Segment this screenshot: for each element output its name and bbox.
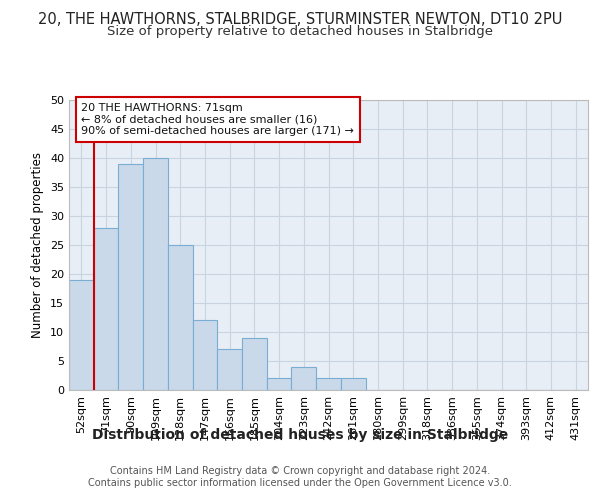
Bar xyxy=(292,367,316,390)
Y-axis label: Number of detached properties: Number of detached properties xyxy=(31,152,44,338)
Bar xyxy=(242,338,267,390)
Bar xyxy=(69,280,94,390)
Bar xyxy=(94,228,118,390)
Bar xyxy=(118,164,143,390)
Text: 20 THE HAWTHORNS: 71sqm
← 8% of detached houses are smaller (16)
90% of semi-det: 20 THE HAWTHORNS: 71sqm ← 8% of detached… xyxy=(82,103,354,136)
Text: 20, THE HAWTHORNS, STALBRIDGE, STURMINSTER NEWTON, DT10 2PU: 20, THE HAWTHORNS, STALBRIDGE, STURMINST… xyxy=(38,12,562,28)
Bar xyxy=(316,378,341,390)
Bar xyxy=(143,158,168,390)
Text: Distribution of detached houses by size in Stalbridge: Distribution of detached houses by size … xyxy=(92,428,508,442)
Bar xyxy=(193,320,217,390)
Bar xyxy=(217,350,242,390)
Bar xyxy=(341,378,365,390)
Bar xyxy=(168,245,193,390)
Bar xyxy=(267,378,292,390)
Text: Size of property relative to detached houses in Stalbridge: Size of property relative to detached ho… xyxy=(107,25,493,38)
Text: Contains HM Land Registry data © Crown copyright and database right 2024.
Contai: Contains HM Land Registry data © Crown c… xyxy=(88,466,512,487)
